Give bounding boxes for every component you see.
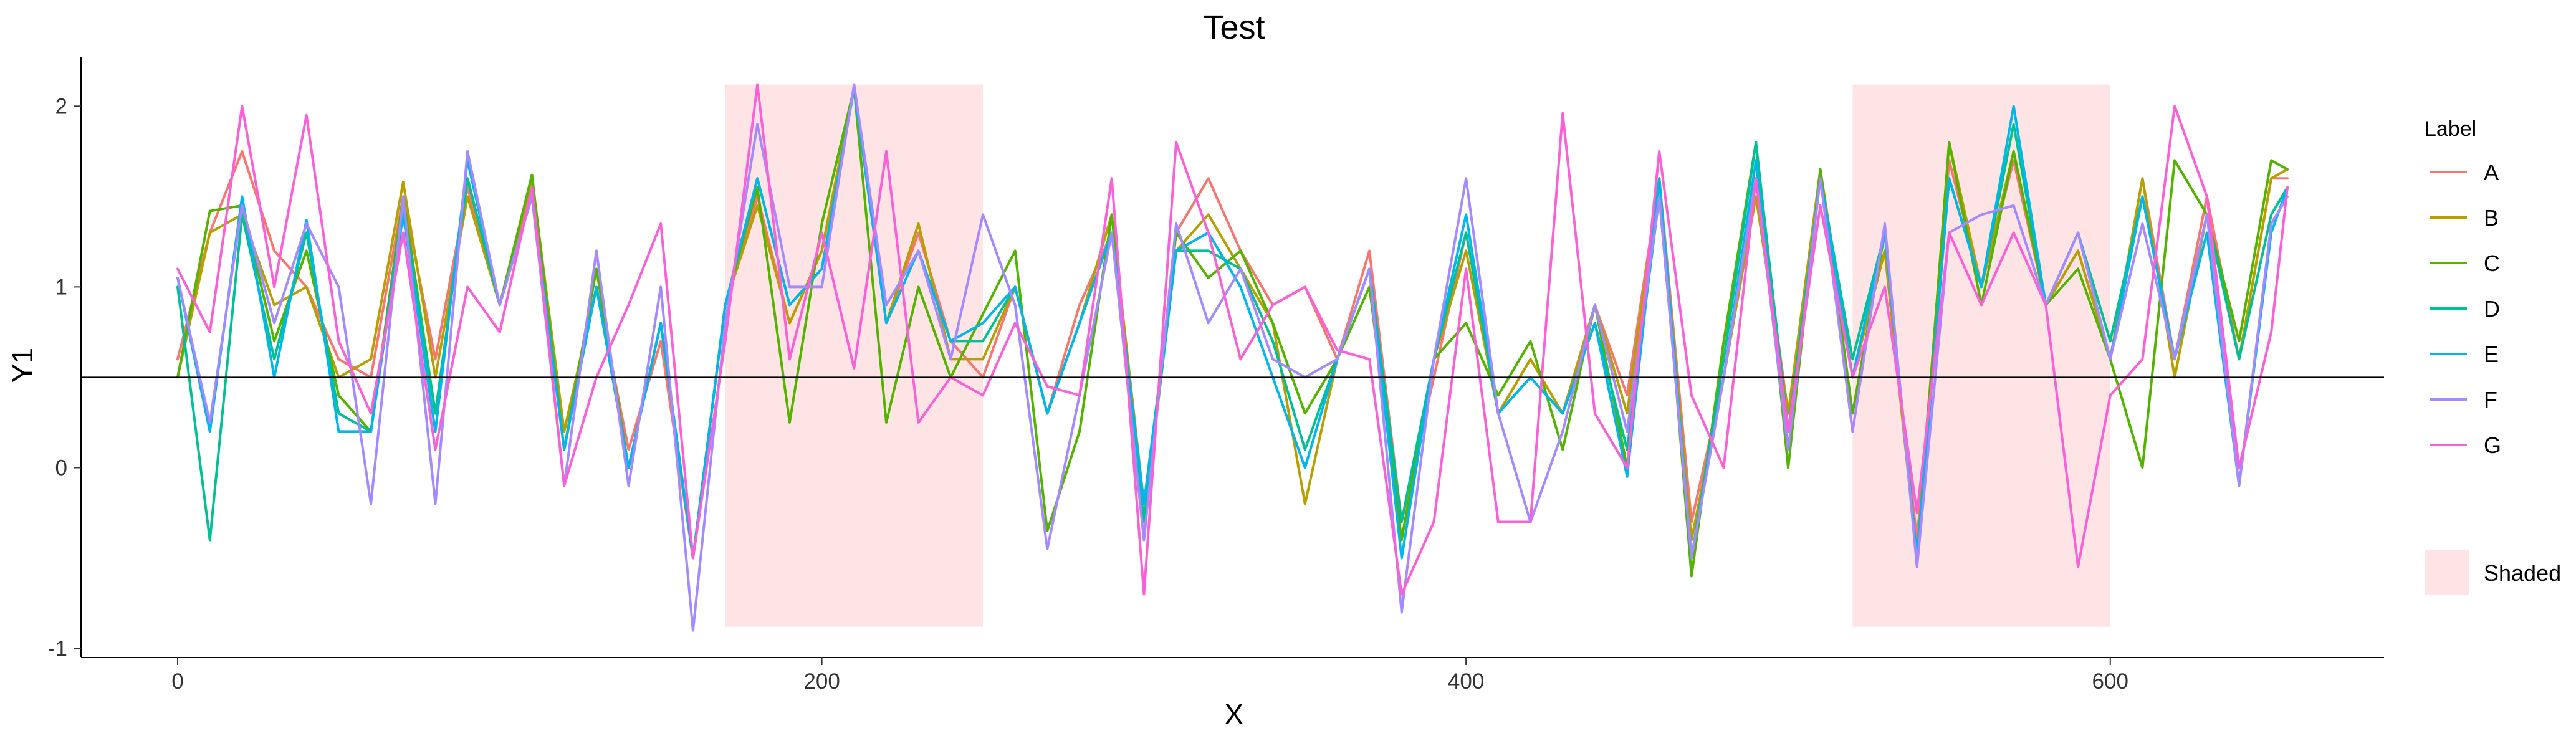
series-line-G [176,83,2289,596]
legend-title: Label [2425,117,2476,141]
y-tick-label: 2 [55,94,67,118]
legend-label-shaded: Shaded [2484,560,2561,586]
legend-label-E: E [2484,342,2499,367]
x-tick-label: 200 [803,669,840,694]
x-tick-label: 0 [171,669,183,694]
legend-label-D: D [2484,296,2500,322]
series-line-C [176,87,2289,578]
plot-area: -1 0 1 2 0 200 400 600 [48,57,2384,694]
y-tick-label: 0 [55,456,67,480]
y-tick-label: -1 [48,636,67,661]
legend-label-C: C [2484,251,2500,276]
y-axis-title: Y1 [6,348,39,383]
chart-title: Test [1203,9,1265,46]
x-axis-title: X [1225,698,1244,730]
legend-label-A: A [2484,160,2499,185]
y-tick-label: 1 [55,275,67,299]
legend-label-B: B [2484,205,2499,231]
x-tick-label: 600 [2092,669,2128,694]
x-tick-label: 400 [1448,669,1484,694]
legend-label-G: G [2484,433,2501,458]
shaded-region-2 [1852,84,2110,627]
legend-label-F: F [2484,387,2497,413]
legend-key-shaded [2425,550,2469,595]
